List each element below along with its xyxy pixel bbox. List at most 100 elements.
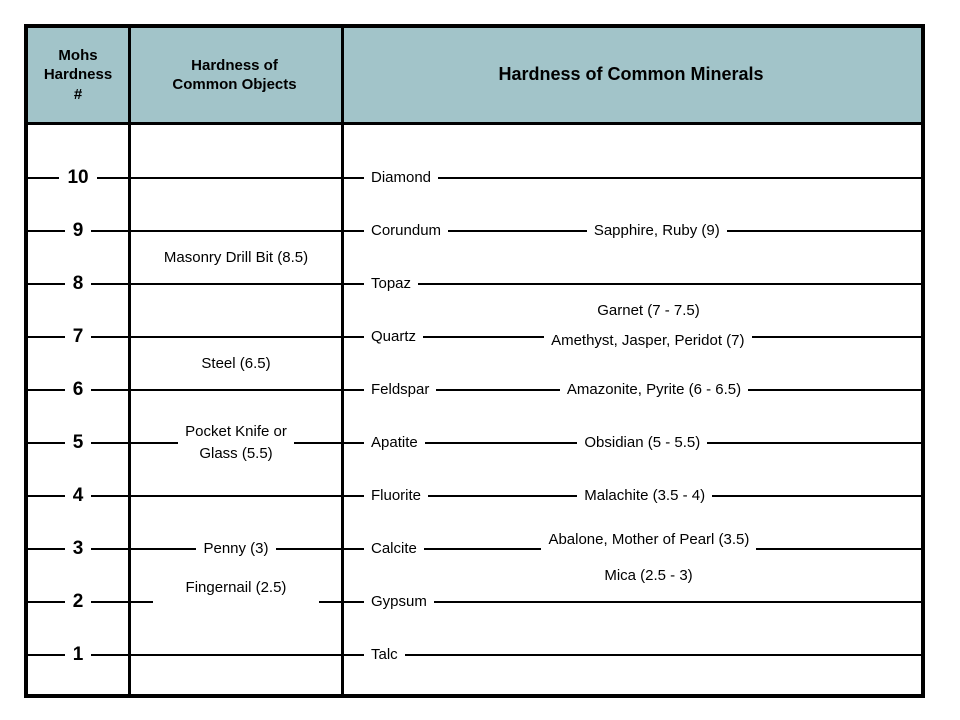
objects-grid-line-9 (131, 219, 341, 243)
tie-line (712, 495, 921, 497)
tie-line (131, 283, 341, 285)
object-label-floating: Steel (6.5) (201, 354, 271, 372)
tie-line (344, 177, 364, 179)
scale-tick-9: 9 (28, 219, 129, 243)
tie-line (91, 442, 129, 444)
tie-line (751, 336, 921, 338)
gem-label: Sapphire, Ruby (9) (593, 222, 720, 240)
tie-line (91, 495, 129, 497)
header-common-minerals: Hardness of Common Minerals (341, 28, 921, 122)
tie-line (131, 442, 179, 444)
objects-grid-line-2 (131, 590, 341, 614)
tie-line (423, 548, 542, 550)
tie-line (756, 548, 921, 550)
tie-line (438, 177, 921, 179)
gem-label: Amazonite, Pyrite (6 - 6.5) (566, 381, 742, 399)
tie-line (344, 654, 364, 656)
tie-line (275, 548, 342, 550)
label-text: Talc (371, 646, 398, 664)
label-text: 4 (72, 485, 84, 507)
tie-line (28, 442, 65, 444)
objects-grid-line-10 (131, 166, 341, 190)
scale-tick-3: 3 (28, 537, 129, 561)
tie-line (344, 283, 364, 285)
tie-line (293, 442, 341, 444)
scale-tick-6: 6 (28, 378, 129, 402)
tie-line (436, 389, 560, 391)
tie-line (424, 442, 578, 444)
tie-line (428, 495, 578, 497)
mineral-row-apatite: Apatite Obsidian (5 - 5.5) (344, 431, 921, 455)
column-divider-1 (128, 28, 131, 694)
label-text: Corundum (371, 222, 442, 240)
tie-line (131, 230, 341, 232)
objects-grid-line-7 (131, 325, 341, 349)
objects-grid-line-1 (131, 643, 341, 667)
label-text: 6 (72, 379, 84, 401)
tie-line (91, 336, 129, 338)
tie-line (344, 601, 364, 603)
gem-label: Obsidian (5 - 5.5) (584, 434, 701, 452)
mineral-note: Garnet (7 - 7.5) (597, 301, 700, 319)
tie-line (344, 548, 364, 550)
table-header: Mohs Hardness # Hardness of Common Objec… (28, 28, 921, 125)
tie-line (319, 601, 341, 603)
label-text: 9 (72, 220, 84, 242)
mineral-row-corundum: Corundum Sapphire, Ruby (9) (344, 219, 921, 243)
label-text: 1 (72, 644, 84, 666)
tie-line (28, 283, 65, 285)
label-text: Diamond (371, 169, 432, 187)
tie-line (28, 336, 65, 338)
label-text: Feldspar (371, 381, 430, 399)
header-common-objects: Hardness of Common Objects (128, 28, 341, 122)
tie-line (153, 601, 319, 603)
mineral-row-quartz: Quartz Amethyst, Jasper, Peridot (7) (344, 325, 921, 349)
label-text: 8 (72, 273, 84, 295)
mineral-row-topaz: Topaz (344, 272, 921, 296)
object-label-floating: Fingernail (2.5) (185, 578, 287, 596)
tie-line (404, 654, 921, 656)
tie-line (28, 601, 65, 603)
tie-line (28, 495, 65, 497)
label-text: Penny (3) (203, 540, 269, 558)
scale-tick-10: 10 (28, 166, 129, 190)
scale-tick-4: 4 (28, 484, 129, 508)
gem-label: Amethyst, Jasper, Peridot (7) (551, 332, 745, 350)
label-text: Quartz (371, 328, 417, 346)
objects-grid-line-6 (131, 378, 341, 402)
gem-label: Abalone, Mother of Pearl (3.5) (548, 531, 750, 549)
tie-line (433, 601, 921, 603)
tie-line (344, 442, 364, 444)
label-text: 10 (67, 167, 89, 189)
tie-line (423, 336, 545, 338)
tie-line (96, 177, 129, 179)
scale-tick-1: 1 (28, 643, 129, 667)
tie-line (28, 177, 60, 179)
tie-line (344, 495, 364, 497)
tie-line (131, 495, 341, 497)
tie-line (131, 654, 341, 656)
label-text: Topaz (371, 275, 412, 293)
tie-line (28, 389, 65, 391)
mineral-row-calcite: Calcite Abalone, Mother of Pearl (3.5) (344, 531, 921, 561)
column-divider-2 (341, 28, 344, 694)
tie-line (131, 601, 153, 603)
label-text: Apatite (371, 434, 418, 452)
mineral-row-feldspar: Feldspar Amazonite, Pyrite (6 - 6.5) (344, 378, 921, 402)
tie-line (707, 442, 921, 444)
tie-line (91, 654, 129, 656)
tie-line (91, 601, 129, 603)
label-text: Gypsum (371, 593, 427, 611)
label-text: Calcite (371, 540, 417, 558)
tie-line (91, 230, 129, 232)
scale-tick-8: 8 (28, 272, 129, 296)
tie-line (344, 230, 364, 232)
scale-tick-7: 7 (28, 325, 129, 349)
scale-tick-2: 2 (28, 590, 129, 614)
tie-line (748, 389, 921, 391)
mineral-row-talc: Talc (344, 643, 921, 667)
object-label: Pocket Knife or Glass (5.5) (131, 423, 341, 462)
tie-line (131, 336, 341, 338)
label-text: 2 (72, 591, 84, 613)
tie-line (131, 177, 341, 179)
